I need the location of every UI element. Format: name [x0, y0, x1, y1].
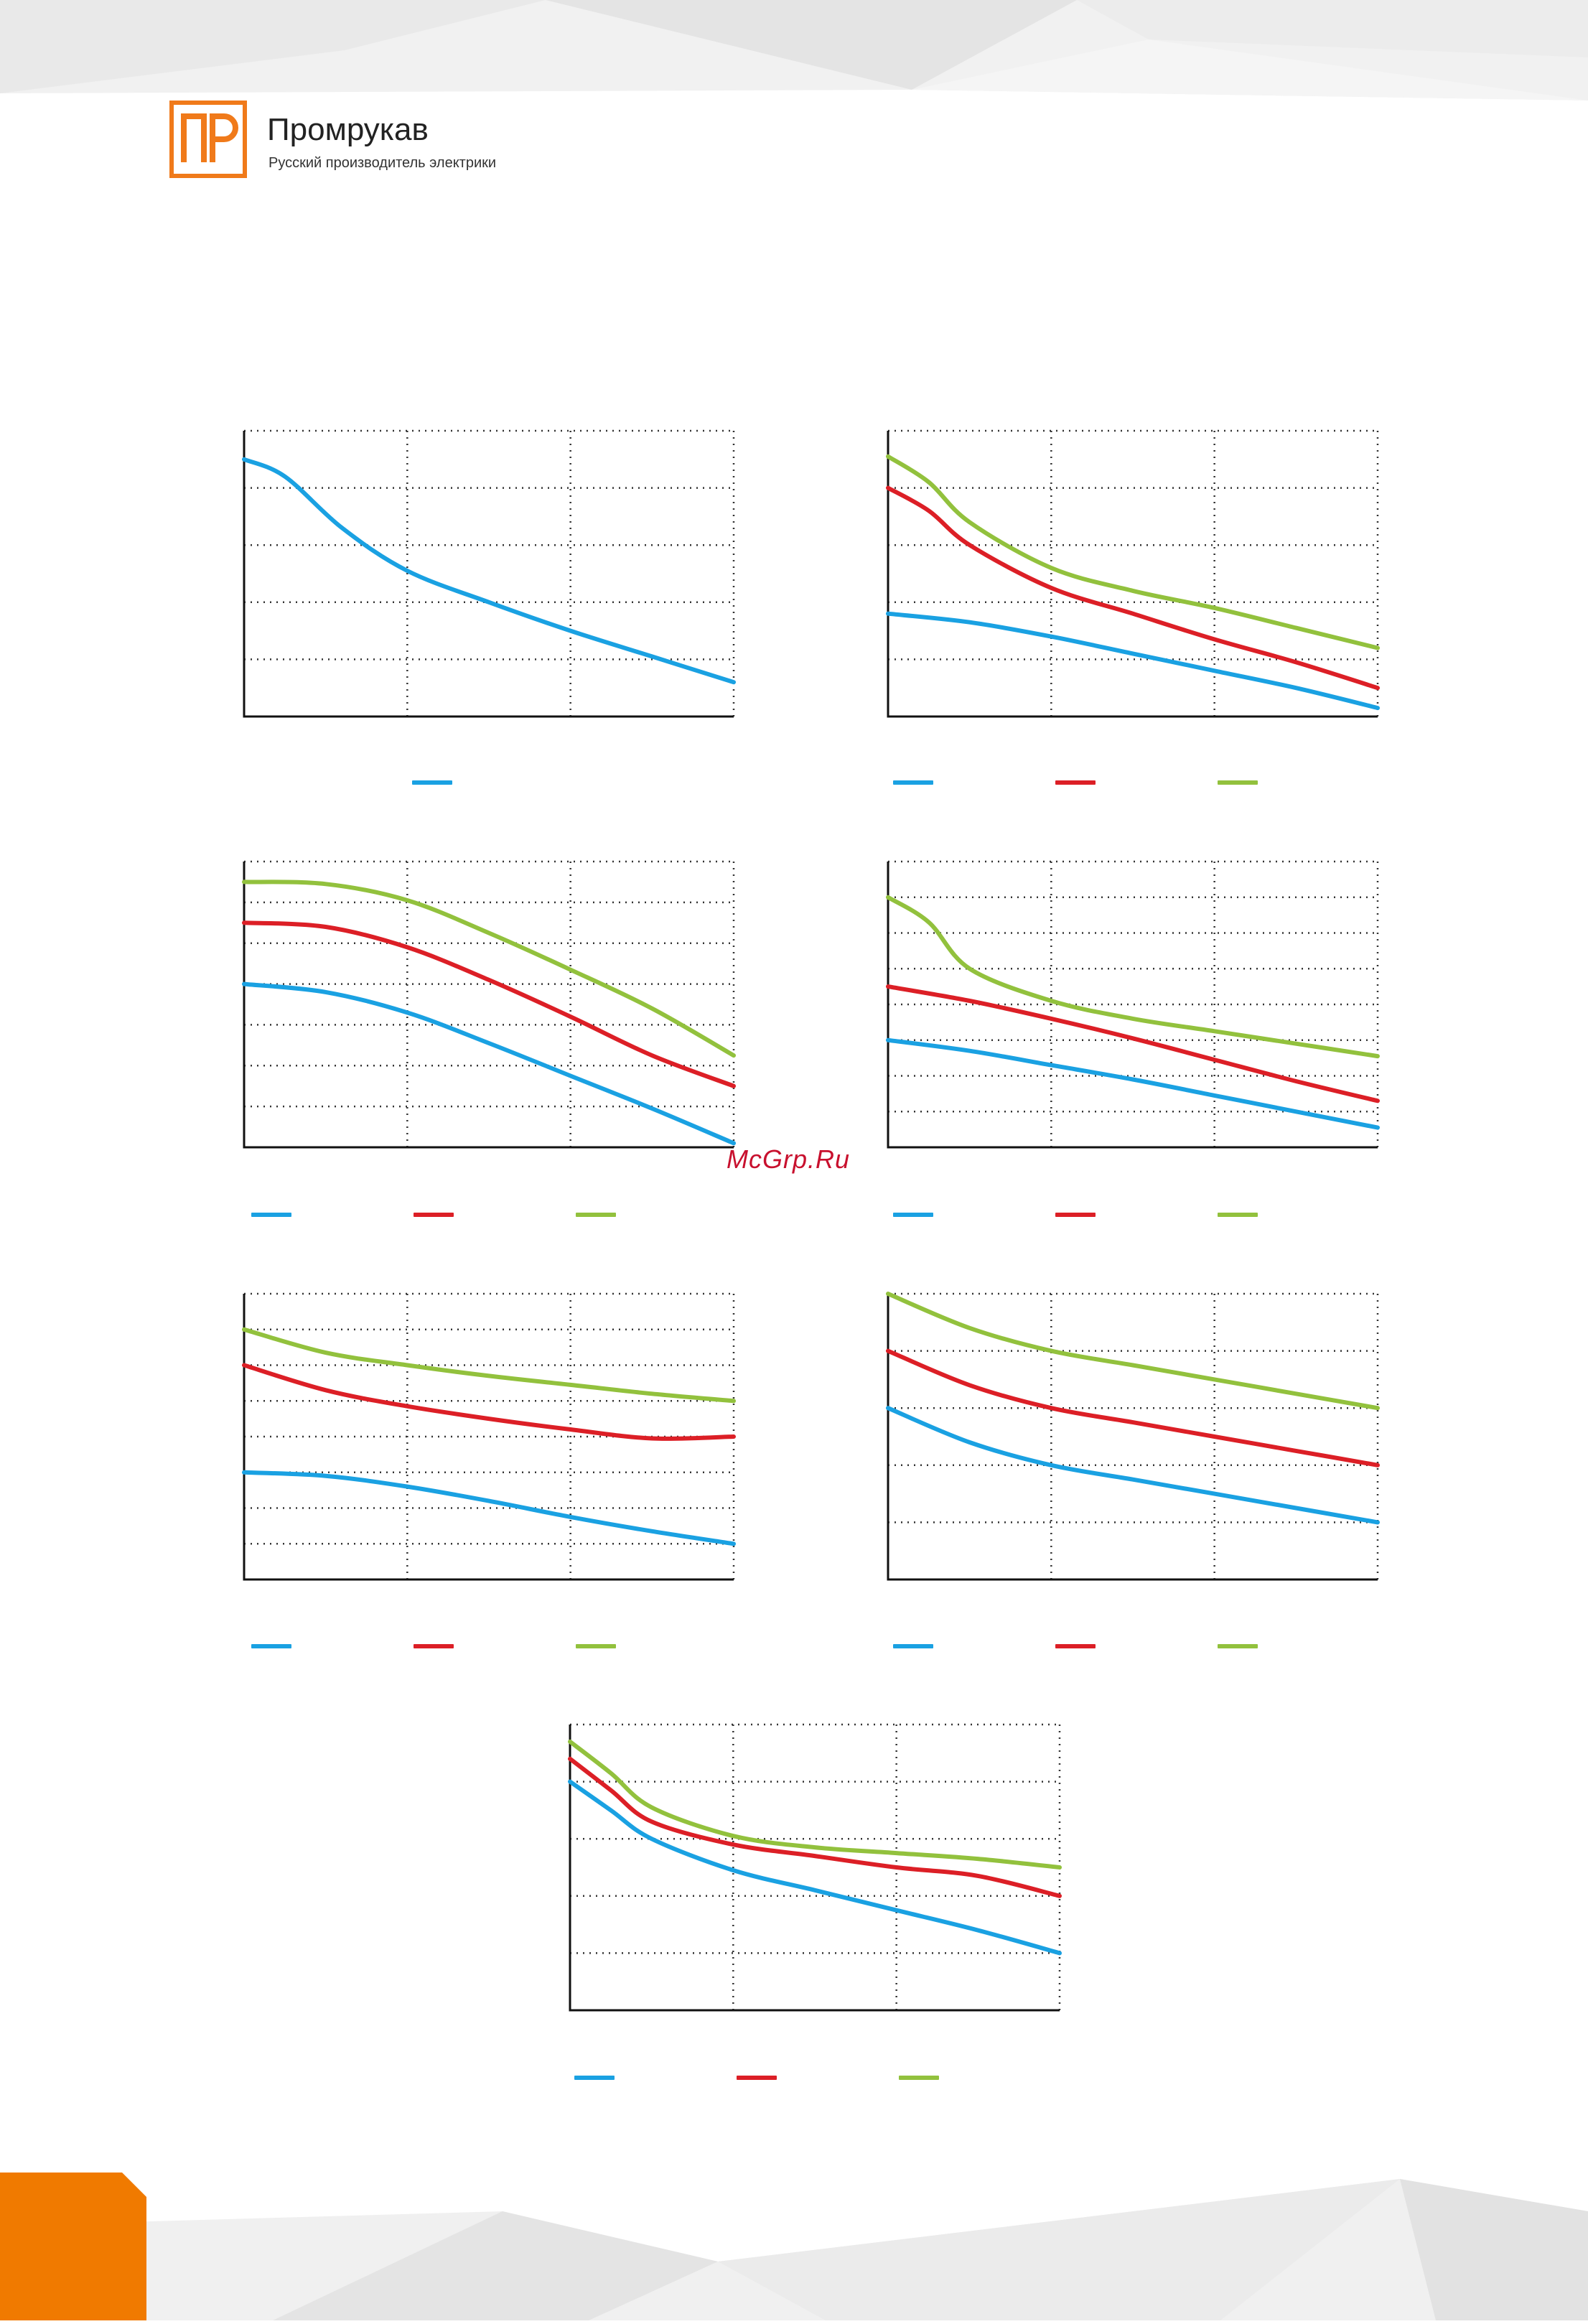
chart-1-svg: [242, 429, 736, 718]
chart-7: [568, 1723, 1062, 2015]
chart-3-series-2-line: [242, 920, 736, 1088]
legend-chart-4-series-2: [1055, 1213, 1096, 1217]
chart-5-series-2-line: [242, 1363, 736, 1441]
chart-5-series-1-line: [242, 1470, 736, 1546]
chart-6-axes: [887, 1294, 1378, 1581]
legend-chart-7-series-3: [899, 2076, 939, 2080]
legend-chart-4-series-1: [893, 1213, 933, 1217]
legend-chart-5-series-3: [576, 1644, 616, 1648]
chart-6-series-1-line: [886, 1406, 1380, 1525]
chart-2-series-3-line: [886, 454, 1380, 650]
chart-5: [242, 1292, 736, 1585]
chart-5-svg: [242, 1292, 736, 1581]
legend-chart-6-series-3: [1218, 1644, 1258, 1648]
legend-chart-7-series-2: [737, 2076, 777, 2080]
chart-7-series-1-line: [568, 1779, 1062, 1956]
legend-chart-6-series-2: [1055, 1644, 1096, 1648]
chart-4-axes: [887, 862, 1378, 1149]
legend-chart-5-series-1: [251, 1644, 291, 1648]
chart-1-axes: [243, 431, 734, 718]
chart-4: [886, 860, 1380, 1152]
legend-chart-3-series-2: [414, 1213, 454, 1217]
chart-2: [886, 429, 1380, 722]
brand-tagline: Русский производитель электрики: [268, 155, 497, 171]
legend-chart-3-series-1: [251, 1213, 291, 1217]
chart-6-svg: [886, 1292, 1380, 1581]
legend-chart-7-series-1: [574, 2076, 615, 2080]
chart-4-svg: [886, 860, 1380, 1149]
chart-3-axes: [243, 862, 734, 1149]
chart-1-series-1-line: [242, 457, 736, 685]
legend-chart-4-series-3: [1218, 1213, 1258, 1217]
legend-chart-1-series-1: [412, 780, 452, 785]
chart-2-axes: [887, 431, 1378, 718]
legend-chart-5-series-2: [414, 1644, 454, 1648]
legend-chart-2-series-3: [1218, 780, 1258, 785]
chart-7-series-2-line: [568, 1756, 1062, 1898]
chart-3-series-1-line: [242, 981, 736, 1146]
chart-4-series-2-line: [886, 984, 1380, 1103]
chart-5-axes: [243, 1294, 734, 1581]
legend-chart-6-series-1: [893, 1644, 933, 1648]
watermark-text: McGrp.Ru: [727, 1144, 851, 1174]
chart-6: [886, 1292, 1380, 1585]
chart-4-series-3-line: [886, 895, 1380, 1059]
legend-chart-3-series-3: [576, 1213, 616, 1217]
chart-6-series-3-line: [886, 1292, 1380, 1411]
chart-2-series-2-line: [886, 485, 1380, 691]
chart-1: [242, 429, 736, 722]
brand-logo-icon: [169, 101, 247, 178]
chart-7-series-3-line: [568, 1739, 1062, 1870]
legend-chart-2-series-2: [1055, 780, 1096, 785]
brand-name: Промрукав: [267, 112, 429, 147]
orange-corner-tab: [0, 2173, 148, 2324]
chart-6-series-2-line: [886, 1348, 1380, 1467]
chart-3: [242, 860, 736, 1152]
chart-3-svg: [242, 860, 736, 1149]
chart-7-axes: [569, 1725, 1060, 2012]
chart-4-series-1-line: [886, 1037, 1380, 1130]
chart-2-svg: [886, 429, 1380, 718]
chart-7-svg: [568, 1723, 1062, 2012]
chart-2-series-1-line: [886, 611, 1380, 711]
chart-3-series-3-line: [242, 879, 736, 1058]
chart-5-series-3-line: [242, 1327, 736, 1404]
legend-chart-2-series-1: [893, 780, 933, 785]
